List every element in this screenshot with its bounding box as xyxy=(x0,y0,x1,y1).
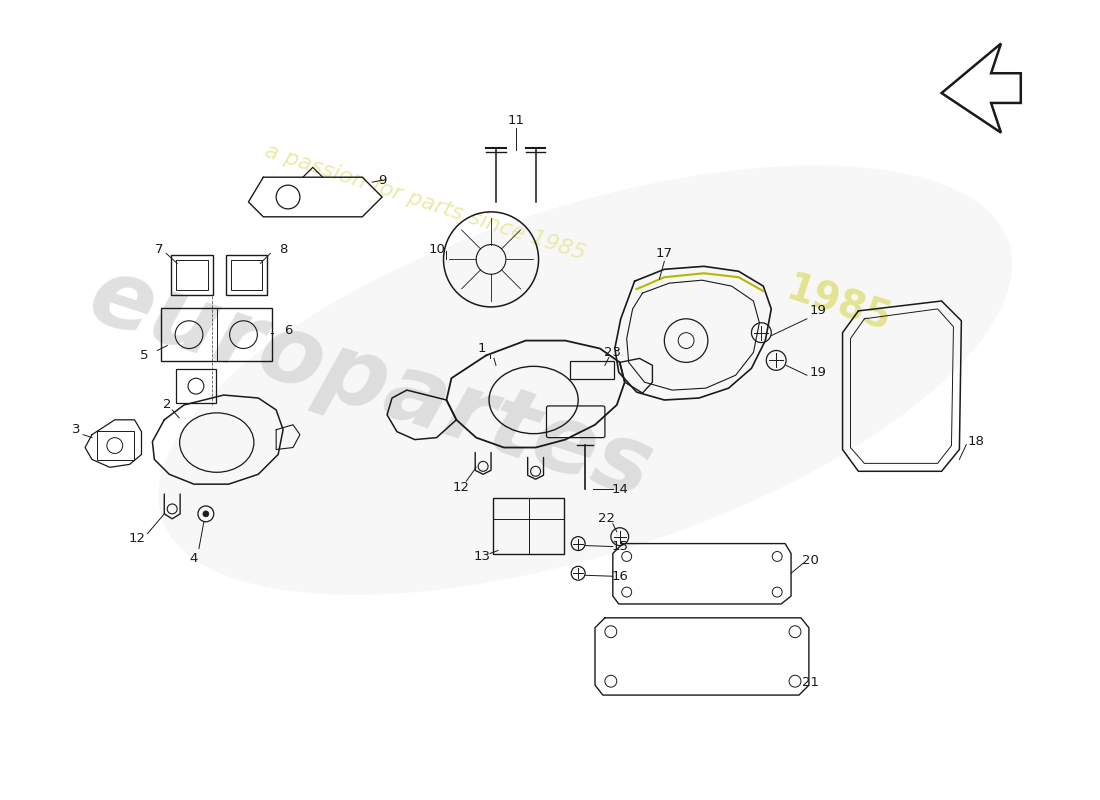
Text: 1985: 1985 xyxy=(781,270,895,340)
Text: 16: 16 xyxy=(612,570,628,582)
Text: 23: 23 xyxy=(604,346,622,359)
Text: 11: 11 xyxy=(507,114,525,127)
Text: 10: 10 xyxy=(428,243,446,256)
Text: 9: 9 xyxy=(378,174,386,186)
Text: a passion for parts since 1985: a passion for parts since 1985 xyxy=(262,141,587,263)
Text: 17: 17 xyxy=(656,247,673,260)
Text: 12: 12 xyxy=(453,481,470,494)
Text: 2: 2 xyxy=(163,398,172,411)
Text: 19: 19 xyxy=(810,366,826,378)
Ellipse shape xyxy=(158,166,1012,595)
Text: 6: 6 xyxy=(284,324,293,337)
Text: 22: 22 xyxy=(598,512,615,526)
Text: 3: 3 xyxy=(72,423,80,436)
Text: 13: 13 xyxy=(474,550,491,563)
Circle shape xyxy=(202,511,209,517)
Text: 12: 12 xyxy=(129,532,146,545)
Text: 4: 4 xyxy=(190,552,198,565)
Text: 8: 8 xyxy=(279,243,287,256)
Text: 20: 20 xyxy=(802,554,820,567)
Text: 19: 19 xyxy=(810,304,826,318)
Text: 7: 7 xyxy=(155,243,164,256)
Text: 21: 21 xyxy=(802,676,820,689)
Text: 18: 18 xyxy=(968,435,984,448)
Text: 14: 14 xyxy=(612,482,628,496)
Text: 5: 5 xyxy=(140,349,148,362)
Text: europartes: europartes xyxy=(77,250,663,518)
Text: 1: 1 xyxy=(477,342,486,355)
Text: 15: 15 xyxy=(612,540,628,553)
